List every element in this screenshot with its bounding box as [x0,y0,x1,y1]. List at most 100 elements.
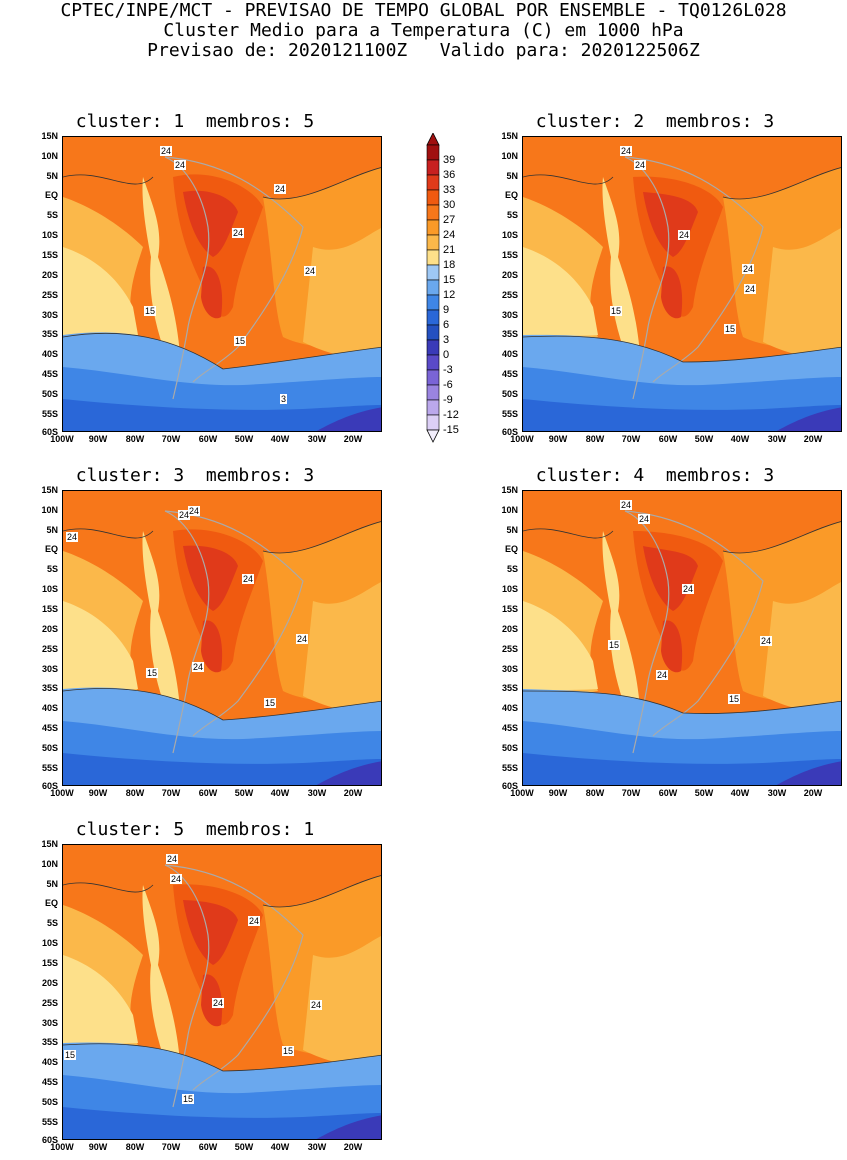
latitude-tick-label: 20S [41,978,58,988]
legend-level-label: 0 [443,349,450,361]
contour-label: 24 [620,500,633,510]
longitude-tick-label: 90W [88,1142,108,1152]
contour-label: 24 [66,532,79,542]
latitude-tick-label: 60S [501,781,518,791]
longitude-tick-label: 80W [125,1142,145,1152]
panel-title: cluster: 5 membros: 1 [75,819,315,840]
latitude-tick-label: 55S [501,409,518,419]
latitude-tick-label: 10N [41,151,58,161]
panel-title: cluster: 1 membros: 5 [75,111,315,132]
latitude-tick-label: 45S [41,723,58,733]
latitude-tick-label: 40S [41,1057,58,1067]
contour-label: 24 [160,146,173,156]
longitude-tick-label: 90W [548,434,568,444]
latitude-tick-label: 35S [41,683,58,693]
latitude-tick-label: 5N [506,525,518,535]
contour-label: 24 [188,506,201,516]
latitude-tick-label: 15S [501,604,518,614]
longitude-tick-label: 50W [694,434,714,444]
longitude-tick-label: 70W [161,1142,181,1152]
contour-label: 15 [144,306,157,316]
legend-level-label: 12 [443,289,456,301]
latitude-tick-label: 40S [501,703,518,713]
latitude-tick-label: 25S [501,290,518,300]
longitude-tick-label: 30W [767,434,787,444]
contour-label: 24 [274,184,287,194]
contour-label: 15 [282,1046,295,1056]
contour-label: 24 [212,998,225,1008]
longitude-tick-label: 20W [343,1142,363,1152]
contour-label: 15 [264,698,277,708]
latitude-tick-label: 10S [501,584,518,594]
latitude-tick-label: 5S [46,918,58,928]
contour-label: 24 [232,228,245,238]
map-panel-cluster-2: cluster: 2 membros: 3 15N 10N 5N EQ 5S 10S 15S… [460,112,847,452]
legend-level-label: 18 [443,259,456,271]
contour-label: 15 [146,668,159,678]
contour-label: 24 [242,574,255,584]
latitude-tick-label: 15N [501,485,518,495]
longitude-tick-label: 30W [307,1142,327,1152]
contour-label: 24 [304,266,317,276]
longitude-tick-label: 30W [307,788,327,798]
longitude-tick-label: 100W [510,788,534,798]
legend-level-label: -6 [443,379,453,391]
contour-label: 24 [744,284,757,294]
contour-label: 24 [310,1000,323,1010]
map-panel-cluster-3: cluster: 3 membros: 3 15N 10N 5N EQ 5S 10S 15S… [0,466,390,806]
latitude-tick-label: 10S [41,230,58,240]
longitude-tick-label: 50W [694,788,714,798]
latitude-tick-label: 10N [501,151,518,161]
latitude-tick-label: 30S [41,1018,58,1028]
contour-label: 24 [192,662,205,672]
contour-label: 24 [760,636,773,646]
longitude-tick-label: 70W [161,434,181,444]
legend-level-label: 21 [443,244,456,256]
legend-level-label: 36 [443,169,456,181]
latitude-tick-label: 30S [41,310,58,320]
latitude-tick-label: EQ [44,190,58,200]
latitude-tick-label: 50S [41,743,58,753]
legend-level-label: 24 [443,229,456,241]
contour-label: 24 [170,874,183,884]
latitude-tick-label: EQ [44,898,58,908]
contour-label: 15 [64,1050,77,1060]
panel-title: cluster: 4 membros: 3 [535,465,775,486]
contour-label: 24 [638,514,651,524]
map-panel-cluster-4: cluster: 4 membros: 3 15N 10N 5N EQ 5S 10S 15S… [460,466,847,806]
latitude-tick-label: 40S [41,703,58,713]
latitude-tick-label: 15S [501,250,518,260]
longitude-tick-label: 80W [125,434,145,444]
latitude-tick-label: 55S [41,763,58,773]
longitude-tick-label: 20W [343,788,363,798]
latitude-tick-label: 10S [501,230,518,240]
legend-level-label: 33 [443,184,456,196]
contour-label: 24 [174,160,187,170]
latitude-tick-label: 25S [501,644,518,654]
latitude-tick-label: 55S [501,763,518,773]
latitude-tick-label: 20S [41,624,58,634]
longitude-tick-label: 100W [50,434,74,444]
longitude-tick-label: 20W [343,434,363,444]
longitude-tick-label: 60W [198,434,218,444]
longitude-tick-label: 40W [730,788,750,798]
contour-label: 24 [248,916,261,926]
contour-label: 15 [610,306,623,316]
contour-label: 24 [682,584,695,594]
latitude-tick-label: 10N [501,505,518,515]
legend-level-label: 27 [443,214,456,226]
legend-level-label: 30 [443,199,456,211]
latitude-tick-label: 5N [46,525,58,535]
latitude-tick-label: 5S [46,210,58,220]
latitude-tick-label: 20S [41,270,58,280]
contour-label: 3 [280,394,288,404]
latitude-tick-label: 45S [41,1077,58,1087]
longitude-tick-label: 40W [270,1142,290,1152]
longitude-tick-label: 40W [730,434,750,444]
latitude-tick-label: 60S [501,427,518,437]
temperature-map [62,136,382,432]
latitude-tick-label: 35S [41,1037,58,1047]
latitude-tick-label: 40S [501,349,518,359]
latitude-tick-label: 30S [501,664,518,674]
longitude-tick-label: 70W [621,434,641,444]
